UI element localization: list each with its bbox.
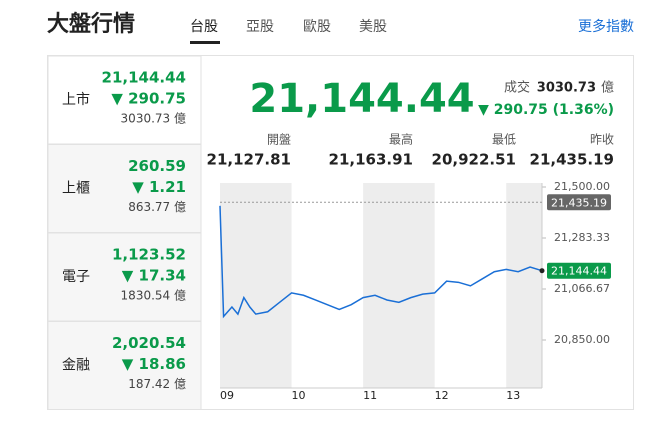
- stat-value: 21,127.81: [207, 151, 291, 169]
- market-name: 上市: [62, 91, 90, 108]
- change: ▼ 290.75 (1.36%): [478, 102, 614, 118]
- stat-label: 最低: [492, 133, 516, 147]
- stat-label: 最高: [389, 132, 413, 147]
- stat-label: 昨收: [590, 133, 614, 147]
- y-tick-label: 21,500.00: [554, 180, 610, 193]
- market-row[interactable]: [47, 321, 202, 410]
- y-tick-label: 21,066.67: [554, 282, 610, 295]
- tab[interactable]: 美股: [359, 19, 387, 35]
- market-row[interactable]: [47, 232, 202, 322]
- market-value: 1,123.52: [112, 246, 186, 264]
- tab[interactable]: 亞股: [246, 19, 274, 35]
- market-value: 260.59: [128, 157, 186, 175]
- y-tick-label: 20,850.00: [554, 333, 610, 346]
- more-link[interactable]: 更多指數: [578, 18, 634, 35]
- tab-underline: [190, 41, 220, 44]
- market-row[interactable]: [47, 55, 202, 145]
- market-volume: 1830.54 億: [121, 289, 186, 303]
- price-tag: [547, 262, 611, 279]
- market-name: 金融: [62, 358, 90, 374]
- time-band: [220, 183, 292, 388]
- stat-value: 21,163.91: [329, 151, 413, 169]
- x-tick-label: 12: [435, 389, 449, 402]
- market-value: 21,144.44: [102, 69, 186, 87]
- last-point: [539, 268, 545, 274]
- market-change: ▼ 18.86: [122, 355, 186, 373]
- time-band: [363, 183, 435, 388]
- market-name: 上櫃: [62, 181, 90, 197]
- market-volume: 3030.73 億: [121, 112, 186, 126]
- y-tick-label: 21,283.33: [554, 231, 610, 244]
- market-row[interactable]: [47, 144, 202, 233]
- price-tag-label: 21,144.44: [551, 265, 607, 278]
- volume-unit: 億: [601, 80, 614, 96]
- volume: 3030.73: [537, 81, 596, 96]
- stat-label: 開盤: [267, 133, 291, 147]
- time-band: [506, 183, 542, 388]
- x-tick-label: 11: [363, 389, 377, 402]
- stat-value: 21,435.19: [530, 151, 614, 169]
- x-tick-label: 09: [220, 389, 234, 402]
- market-value: 2,020.54: [112, 334, 186, 352]
- tab[interactable]: 台股: [190, 19, 218, 35]
- tab[interactable]: 歐股: [303, 19, 331, 35]
- x-tick-label: 13: [506, 389, 520, 402]
- market-name: 電子: [62, 269, 90, 285]
- price-line: [219, 205, 543, 319]
- volume-label: 成交: [504, 80, 530, 96]
- market-volume: 863.77 億: [128, 200, 186, 214]
- market-change: ▼ 17.34: [122, 267, 186, 285]
- price: 21,144.44: [249, 76, 474, 122]
- price-tag-label: 21,435.19: [551, 196, 607, 209]
- stat-value: 20,922.51: [432, 151, 516, 169]
- market-change: ▼ 290.75: [111, 90, 186, 108]
- market-volume: 187.42 億: [128, 377, 186, 391]
- title: 大盤行情: [47, 11, 135, 37]
- x-tick-label: 10: [292, 389, 306, 402]
- market-change: ▼ 1.21: [132, 178, 186, 196]
- price-tag: [547, 194, 611, 211]
